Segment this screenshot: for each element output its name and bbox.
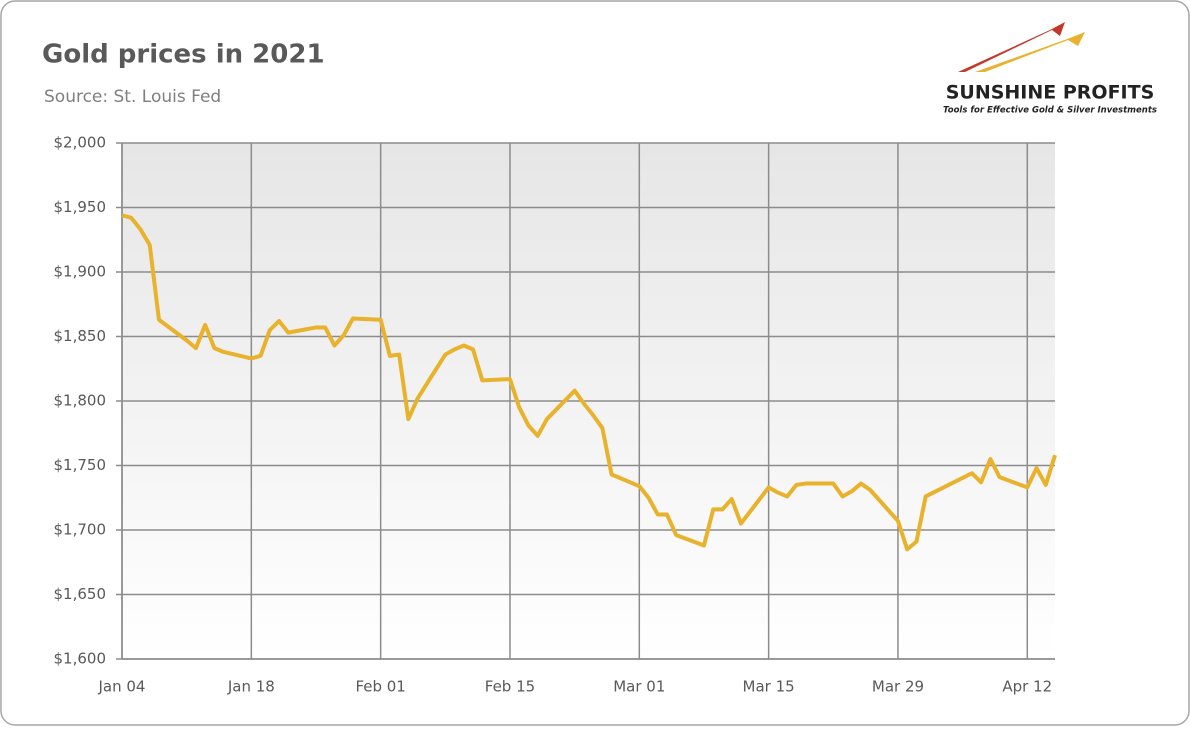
y-tick-label: $2,000 [54, 134, 107, 152]
x-tick-label: Feb 15 [485, 678, 535, 696]
y-tick-label: $1,800 [54, 392, 107, 410]
y-tick-label: $1,650 [54, 585, 107, 603]
x-tick-label: Jan 04 [98, 678, 146, 696]
chart-subtitle: Source: St. Louis Fed [44, 87, 221, 107]
x-tick-label: Jan 18 [227, 678, 275, 696]
y-tick-label: $1,700 [54, 521, 107, 539]
price-line [121, 213, 1057, 552]
chart-title: Gold prices in 2021 [42, 40, 325, 70]
x-tick-label: Feb 01 [355, 678, 405, 696]
y-tick-label: $1,900 [54, 263, 107, 281]
y-tick-label: $1,850 [54, 327, 107, 345]
x-tick-label: Mar 29 [872, 678, 924, 696]
grid: $1,600 $1,650 $1,700 $1,750 $1,800 $1,850 $1,9… [54, 134, 1055, 696]
y-tick-label: $1,600 [54, 650, 107, 668]
marks [121, 213, 1057, 552]
y-tick-label: $1,950 [54, 198, 107, 216]
logo-name: SUNSHINE PROFITS [946, 82, 1155, 104]
x-tick-label: Mar 01 [613, 678, 665, 696]
logo-tagline: Tools for Effective Gold & Silver Invest… [943, 106, 1157, 116]
y-tick-label: $1,750 [54, 456, 107, 474]
x-tick-label: Mar 15 [743, 678, 795, 696]
logo: SUNSHINE PROFITS Tools for Effective Gol… [943, 22, 1157, 116]
x-tick-label: Apr 12 [1002, 678, 1052, 696]
